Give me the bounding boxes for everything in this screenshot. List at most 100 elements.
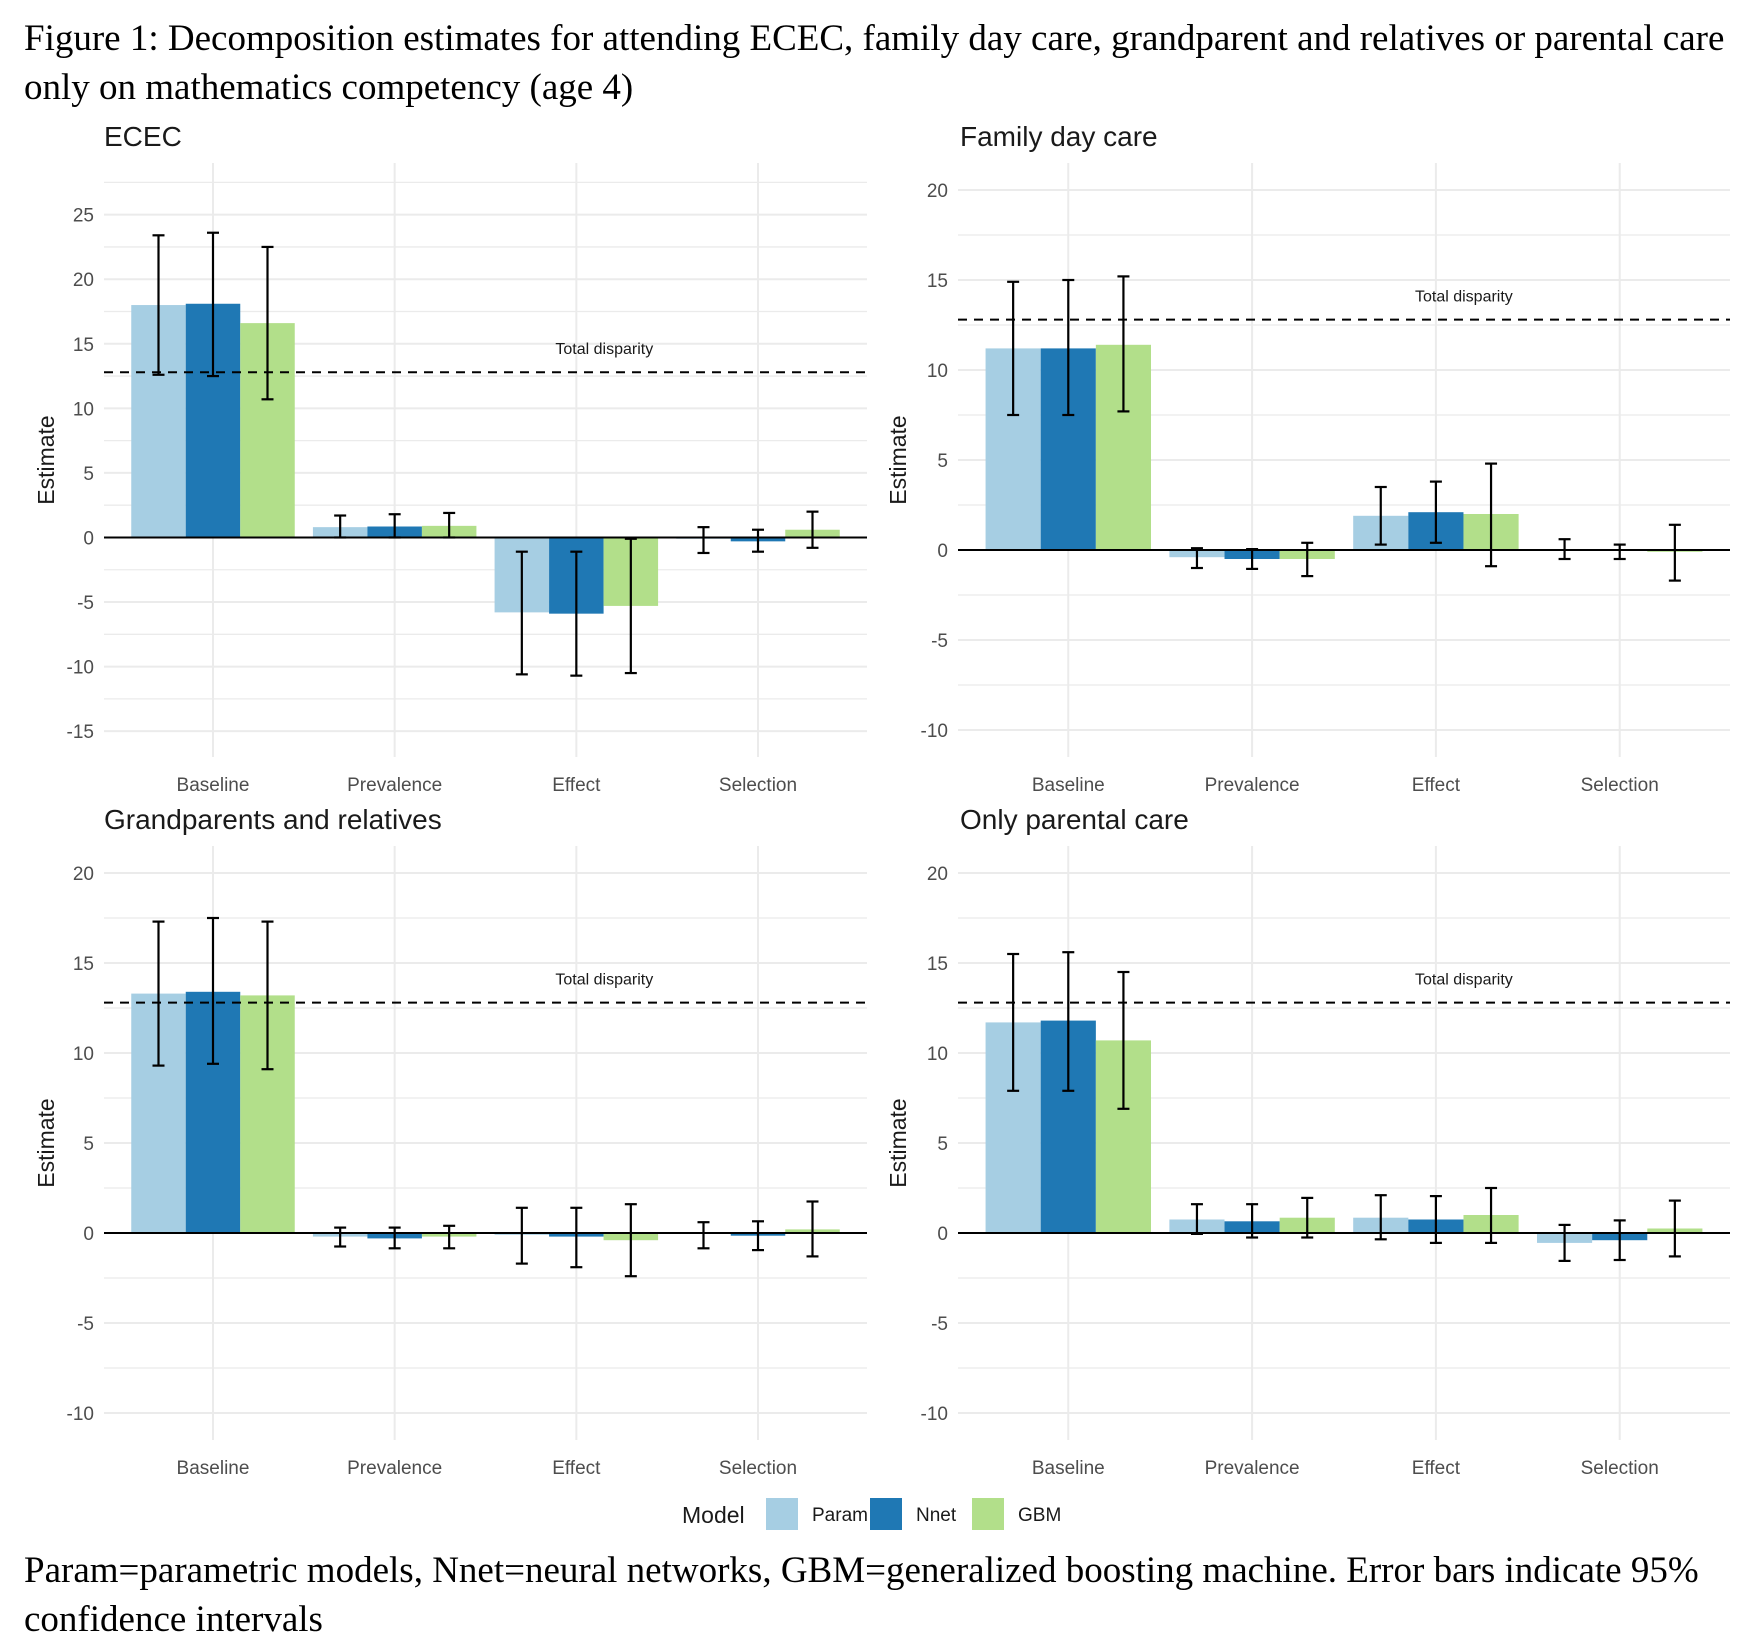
error-bar-gbm-baseline: [1117, 275, 1130, 413]
error-bar-nnet-baseline: [207, 916, 219, 1065]
legend-label-gbm: GBM: [1018, 1505, 1061, 1526]
y-tick-label: 0: [937, 1224, 948, 1245]
error-bar-nnet-prevalence: [1246, 1203, 1259, 1239]
x-tick-label: Effect: [552, 775, 601, 796]
error-bar-gbm-effect: [1485, 1186, 1498, 1245]
x-tick-label: Prevalence: [347, 1458, 442, 1479]
error-bar-param-effect: [515, 1206, 528, 1265]
y-tick-label: 10: [73, 399, 94, 420]
error-bar-param-prevalence: [1190, 547, 1203, 570]
x-tick-label: Selection: [1581, 775, 1659, 796]
y-tick-label: 10: [927, 1044, 948, 1065]
x-tick-label: Prevalence: [1205, 775, 1300, 796]
error-bar-nnet-prevalence: [388, 1226, 401, 1250]
error-bar-gbm-prevalence: [1301, 1196, 1314, 1239]
legend-swatch-param: [766, 1498, 798, 1530]
x-tick-label: Prevalence: [347, 775, 442, 796]
error-bar-nnet-baseline: [1062, 278, 1075, 417]
error-bar-gbm-selection: [1668, 523, 1681, 582]
y-tick-label: -15: [67, 722, 94, 743]
error-bar-nnet-effect: [1429, 1194, 1442, 1245]
y-tick-label: 5: [937, 451, 948, 472]
error-bar-nnet-selection: [1613, 1219, 1626, 1262]
error-bar-param-selection: [697, 526, 710, 555]
y-tick-label: 0: [83, 528, 94, 549]
error-bar-nnet-selection: [1613, 543, 1626, 561]
legend-label-param: Param: [812, 1505, 868, 1526]
x-tick-label: Selection: [1581, 1458, 1659, 1479]
y-tick-label: 20: [927, 864, 948, 885]
total-disparity-label: Total disparity: [555, 972, 653, 989]
error-bar-gbm-effect: [624, 537, 637, 675]
error-bar-gbm-prevalence: [1301, 541, 1314, 578]
panels: ECEC -15 -10 -5 0 5 10 15 20 25 Baseline Prevalence…: [33, 121, 1730, 1479]
error-bar-gbm-selection: [806, 510, 819, 549]
y-tick-label: 0: [83, 1224, 94, 1245]
error-bar-nnet-selection: [752, 1220, 764, 1252]
x-tick-label: Prevalence: [1205, 1458, 1300, 1479]
error-bar-param-baseline: [152, 234, 165, 376]
y-tick-label: 20: [73, 270, 94, 291]
x-tick-label: Effect: [1412, 1458, 1461, 1479]
x-tick-label: Baseline: [1032, 775, 1105, 796]
error-bar-param-prevalence: [334, 514, 347, 539]
y-tick-label: 15: [73, 335, 94, 356]
y-tick-label: -5: [77, 1314, 94, 1335]
error-bar-gbm-selection: [1668, 1199, 1681, 1258]
error-bar-gbm-baseline: [261, 920, 274, 1071]
legend-swatch-nnet: [870, 1498, 902, 1530]
error-bar-param-prevalence: [1190, 1203, 1203, 1236]
y-tick-label: -5: [931, 1314, 948, 1335]
y-tick-label: -10: [921, 1404, 948, 1425]
error-bar-nnet-baseline: [207, 231, 219, 378]
y-tick-label: -10: [921, 721, 948, 742]
gridlines: [958, 163, 1730, 757]
x-tick-label: Baseline: [177, 775, 250, 796]
panel-grandparents-and-relatives: Grandparents and relatives -10 -5 0 5 10 15 20 B…: [33, 804, 867, 1479]
y-tick-label: 25: [73, 206, 94, 227]
error-bar-param-effect: [1374, 1194, 1387, 1241]
x-tick-label: Baseline: [1032, 1458, 1105, 1479]
error-bar-param-selection: [1558, 1223, 1571, 1263]
legend-swatch-gbm: [972, 1498, 1004, 1530]
y-axis-label: Estimate: [885, 1098, 911, 1187]
y-tick-label: 10: [73, 1044, 94, 1065]
y-tick-label: 5: [937, 1134, 948, 1155]
panel-title: ECEC: [104, 121, 182, 152]
error-bar-param-prevalence: [334, 1226, 347, 1248]
y-axis-label: Estimate: [33, 1098, 59, 1187]
y-tick-label: 10: [927, 361, 948, 382]
y-tick-label: 0: [937, 541, 948, 562]
figure-caption: Param=parametric models, Nnet=neural net…: [24, 1550, 1699, 1640]
error-bar-param-selection: [1558, 538, 1571, 561]
y-tick-label: 5: [83, 464, 94, 485]
y-tick-label: 15: [927, 954, 948, 975]
error-bar-nnet-prevalence: [1246, 547, 1259, 571]
y-axis-label: Estimate: [885, 415, 911, 504]
error-bar-nnet-prevalence: [388, 513, 401, 539]
panel-ecec: ECEC -15 -10 -5 0 5 10 15 20 25 Baseline Prevalence…: [33, 121, 867, 796]
x-tick-label: Selection: [719, 1458, 797, 1479]
y-tick-label: -10: [67, 658, 94, 679]
error-bar-nnet-effect: [1429, 480, 1442, 544]
error-bar-gbm-baseline: [1117, 970, 1130, 1110]
error-bar-gbm-effect: [1485, 462, 1498, 568]
error-bar-nnet-effect: [570, 1206, 583, 1269]
error-bar-param-baseline: [152, 920, 165, 1067]
y-tick-label: 15: [73, 954, 94, 975]
error-bar-nnet-selection: [752, 528, 764, 553]
legend-title: Model: [682, 1502, 745, 1528]
y-axis-label: Estimate: [33, 415, 59, 504]
panel-title: Grandparents and relatives: [104, 804, 442, 835]
error-bar-gbm-selection: [806, 1200, 819, 1258]
x-tick-label: Effect: [1412, 775, 1461, 796]
panel-title: Only parental care: [960, 804, 1189, 835]
error-bar-param-selection: [697, 1221, 710, 1250]
error-bar-param-effect: [515, 550, 528, 676]
y-tick-label: 5: [83, 1134, 94, 1155]
total-disparity-label: Total disparity: [555, 341, 653, 358]
total-disparity-label: Total disparity: [1415, 972, 1513, 989]
error-bar-gbm-prevalence: [443, 511, 456, 539]
error-bar-param-baseline: [1007, 280, 1020, 417]
